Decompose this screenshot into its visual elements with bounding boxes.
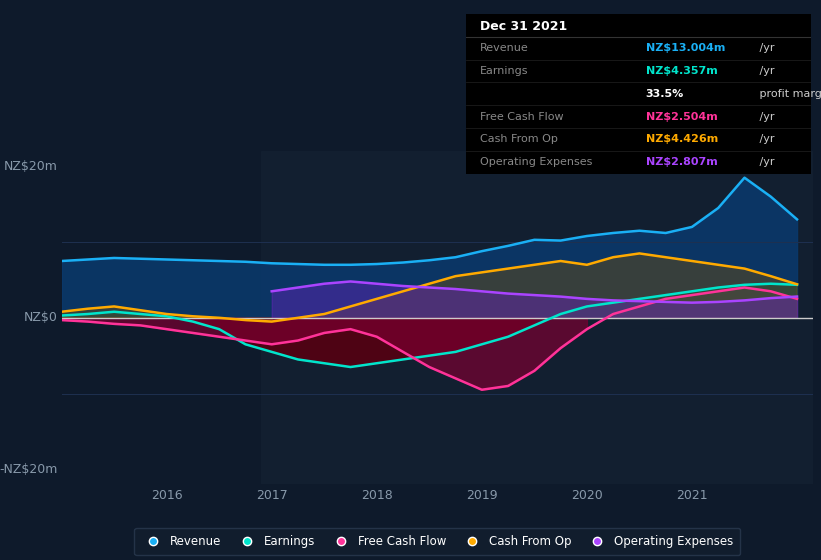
Text: NZ$13.004m: NZ$13.004m (645, 43, 725, 53)
Text: Cash From Op: Cash From Op (480, 134, 558, 144)
Text: profit margin: profit margin (756, 89, 821, 99)
Text: Revenue: Revenue (480, 43, 529, 53)
Text: NZ$4.426m: NZ$4.426m (645, 134, 718, 144)
Text: 33.5%: 33.5% (645, 89, 684, 99)
Text: NZ$2.504m: NZ$2.504m (645, 111, 718, 122)
Text: /yr: /yr (756, 157, 774, 167)
Text: NZ$2.807m: NZ$2.807m (645, 157, 718, 167)
Text: Operating Expenses: Operating Expenses (480, 157, 593, 167)
Bar (261, 151, 813, 484)
Text: Earnings: Earnings (480, 66, 529, 76)
Text: NZ$4.357m: NZ$4.357m (645, 66, 718, 76)
Text: /yr: /yr (756, 66, 774, 76)
Text: /yr: /yr (756, 111, 774, 122)
Text: NZ$20m: NZ$20m (4, 160, 57, 173)
Text: Free Cash Flow: Free Cash Flow (480, 111, 564, 122)
Text: -NZ$20m: -NZ$20m (0, 463, 57, 476)
Text: /yr: /yr (756, 43, 774, 53)
Text: NZ$0: NZ$0 (24, 311, 57, 324)
Text: /yr: /yr (756, 134, 774, 144)
Text: Dec 31 2021: Dec 31 2021 (480, 20, 567, 33)
Legend: Revenue, Earnings, Free Cash Flow, Cash From Op, Operating Expenses: Revenue, Earnings, Free Cash Flow, Cash … (135, 528, 740, 555)
